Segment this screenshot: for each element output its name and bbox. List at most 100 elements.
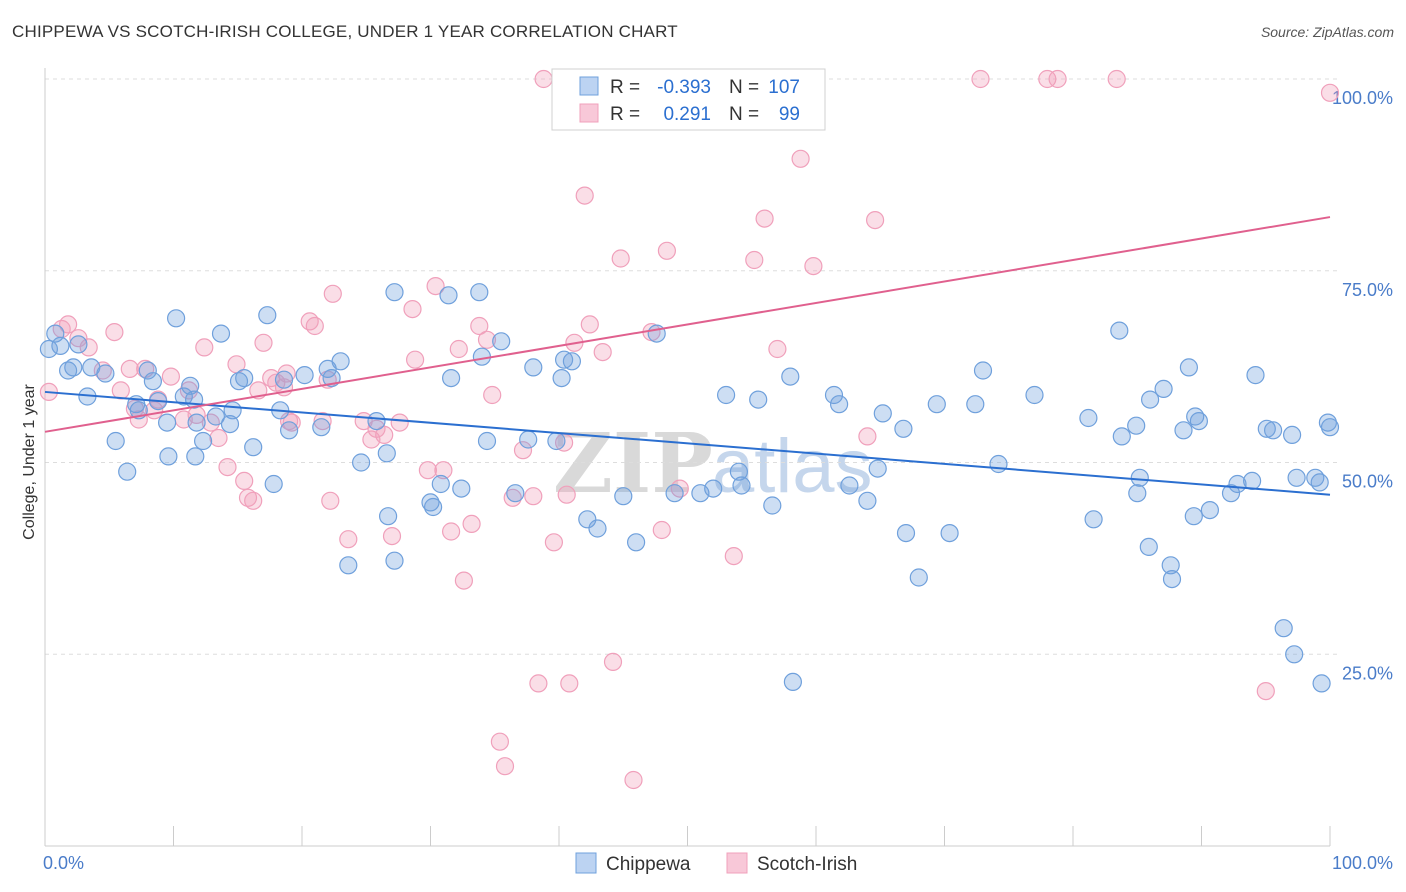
data-point bbox=[588, 519, 607, 538]
data-point bbox=[1174, 421, 1193, 440]
data-point bbox=[472, 347, 491, 366]
data-point bbox=[442, 369, 461, 388]
data-point bbox=[379, 507, 398, 526]
data-point bbox=[382, 526, 402, 546]
data-point bbox=[1320, 83, 1340, 102]
data-point bbox=[186, 447, 205, 466]
data-point bbox=[1312, 674, 1331, 693]
data-point bbox=[973, 361, 993, 380]
data-point bbox=[96, 364, 115, 383]
data-point bbox=[426, 277, 445, 296]
data-point bbox=[562, 352, 582, 371]
data-point bbox=[865, 211, 885, 230]
data-point bbox=[1162, 569, 1182, 589]
legend-r-value-1: -0.393 bbox=[657, 77, 711, 98]
y-tick-label: 100.0% bbox=[1332, 88, 1393, 108]
bottom-legend-swatch-scotch-irish bbox=[726, 852, 748, 874]
data-point bbox=[1107, 69, 1126, 89]
data-point bbox=[657, 241, 677, 260]
data-point bbox=[873, 404, 892, 423]
data-point bbox=[1179, 358, 1199, 377]
correlation-legend: R = -0.393 N = 107 R = 0.291 N = 99 bbox=[551, 68, 826, 131]
data-point bbox=[218, 458, 237, 477]
data-point bbox=[1127, 416, 1146, 435]
y-tick-labels: 25.0% 50.0% 75.0% 100.0% bbox=[1332, 88, 1393, 683]
data-point bbox=[158, 413, 177, 432]
data-point bbox=[1221, 484, 1241, 503]
data-point bbox=[161, 367, 180, 386]
data-point bbox=[1079, 408, 1098, 428]
data-point bbox=[529, 674, 548, 693]
data-point bbox=[118, 462, 137, 481]
data-point bbox=[235, 369, 254, 388]
data-point bbox=[729, 462, 749, 481]
data-point bbox=[624, 770, 643, 790]
data-point bbox=[406, 350, 425, 369]
data-point bbox=[339, 530, 358, 549]
data-point bbox=[238, 488, 258, 507]
data-point bbox=[105, 323, 124, 342]
data-point bbox=[462, 514, 481, 534]
data-point bbox=[477, 431, 497, 451]
watermark-zip: ZIP bbox=[553, 416, 713, 512]
data-point bbox=[93, 361, 112, 380]
data-point bbox=[652, 520, 671, 540]
data-point bbox=[1256, 681, 1275, 701]
data-point bbox=[909, 568, 928, 587]
data-point bbox=[755, 209, 774, 228]
data-point bbox=[858, 427, 877, 446]
data-point bbox=[58, 361, 78, 380]
data-point bbox=[896, 523, 916, 543]
bottom-legend-label-chippewa: Chippewa bbox=[606, 854, 691, 875]
x-tick-label-max: 100.0% bbox=[1332, 853, 1393, 873]
data-point bbox=[626, 533, 646, 552]
data-point bbox=[1154, 379, 1173, 398]
data-point bbox=[745, 250, 764, 270]
data-point bbox=[524, 358, 543, 377]
data-point bbox=[339, 556, 358, 575]
data-point bbox=[477, 330, 497, 349]
data-point bbox=[64, 358, 83, 377]
data-point bbox=[603, 652, 623, 672]
data-point bbox=[58, 315, 78, 334]
data-point bbox=[1200, 501, 1220, 520]
data-point bbox=[418, 461, 437, 480]
data-point bbox=[1318, 413, 1338, 432]
data-point bbox=[791, 149, 810, 168]
data-point bbox=[513, 441, 533, 460]
data-point bbox=[575, 186, 594, 205]
data-point bbox=[1110, 321, 1129, 340]
data-point bbox=[323, 284, 342, 303]
data-point bbox=[442, 522, 461, 541]
data-point bbox=[439, 286, 458, 305]
legend-r-value-2: 0.291 bbox=[663, 104, 711, 125]
data-point bbox=[971, 69, 990, 89]
data-point bbox=[534, 69, 553, 89]
data-point bbox=[824, 385, 844, 405]
data-point bbox=[614, 487, 633, 506]
data-point bbox=[143, 372, 162, 391]
data-point bbox=[1246, 366, 1265, 385]
legend-n-value-1: 107 bbox=[768, 77, 800, 98]
data-point bbox=[385, 551, 404, 570]
data-point bbox=[258, 306, 277, 325]
legend-r-label-2: R = bbox=[610, 104, 640, 125]
data-point bbox=[209, 428, 228, 448]
data-point bbox=[1084, 510, 1103, 529]
scotch-irish-trend-line bbox=[44, 216, 1331, 433]
data-point bbox=[69, 329, 88, 348]
data-point bbox=[195, 338, 214, 357]
data-point bbox=[966, 395, 985, 414]
data-point bbox=[524, 487, 543, 506]
data-point bbox=[1140, 390, 1160, 409]
data-point bbox=[519, 430, 538, 449]
data-point bbox=[235, 471, 254, 490]
data-point bbox=[431, 474, 450, 494]
y-tick-label: 50.0% bbox=[1342, 472, 1393, 492]
data-point bbox=[187, 413, 206, 432]
data-point bbox=[547, 431, 566, 451]
data-point bbox=[1112, 427, 1131, 446]
data-point bbox=[783, 672, 803, 692]
data-point bbox=[490, 732, 509, 751]
data-point bbox=[1263, 421, 1283, 440]
